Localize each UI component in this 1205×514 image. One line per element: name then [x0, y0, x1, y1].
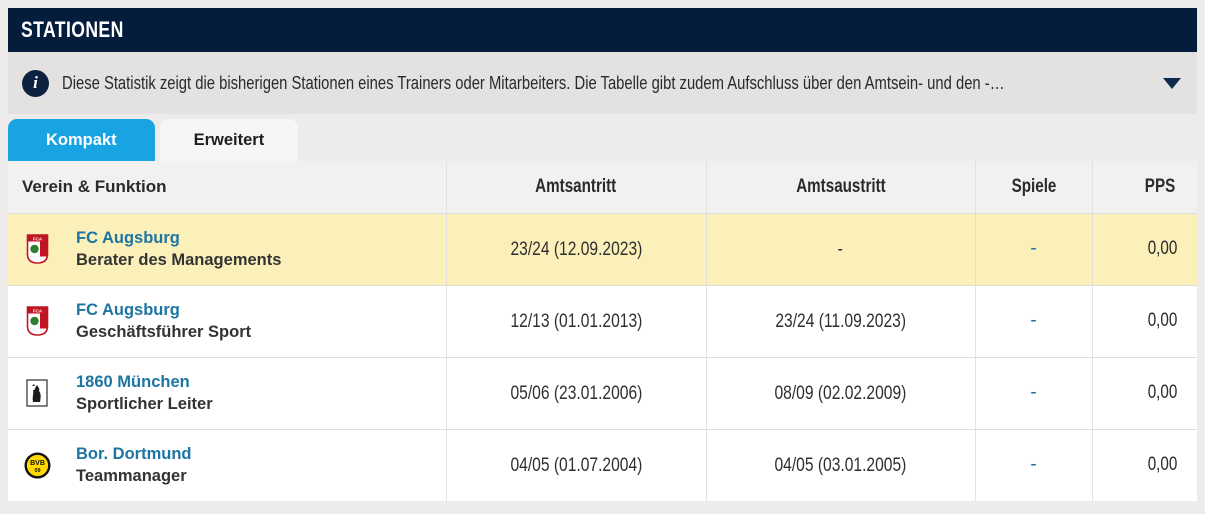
column-header-amtsaustritt: Amtsaustritt [706, 161, 976, 213]
info-icon: i [22, 69, 49, 97]
view-tabs: Kompakt Erweitert [8, 119, 1197, 161]
column-header-amtsantritt: Amtsantritt [446, 161, 707, 213]
role-label: Sportlicher Leiter [76, 394, 213, 413]
tab-erweitert[interactable]: Erweitert [159, 119, 299, 161]
amtsantritt-cell: 04/05 (01.07.2004) [446, 429, 707, 501]
table-row: BVB 09 Bor. Dortmund Teammanager 04/05 (… [8, 429, 1197, 501]
role-label: Teammanager [76, 466, 187, 485]
column-header-spiele: Spiele [975, 161, 1093, 213]
amtsantritt-cell: 23/24 (12.09.2023) [446, 213, 707, 285]
amtsaustritt-cell: 08/09 (02.02.2009) [706, 357, 976, 429]
chevron-down-icon[interactable] [1163, 77, 1181, 89]
fc-augsburg-crest-icon[interactable]: FCA [22, 306, 52, 336]
club-link[interactable]: Bor. Dortmund [76, 444, 192, 463]
svg-text:FCA: FCA [32, 309, 42, 314]
svg-text:BVB: BVB [30, 460, 45, 467]
role-label: Geschäftsführer Sport [76, 322, 252, 341]
stationen-panel: STATIONEN i Diese Statistik zeigt die bi… [8, 8, 1197, 501]
pps-cell: 0,00 [1092, 213, 1197, 285]
club-link[interactable]: FC Augsburg [76, 228, 180, 247]
page-title: STATIONEN [21, 17, 124, 42]
info-banner: i Diese Statistik zeigt die bisherigen S… [8, 52, 1197, 114]
amtsaustritt-cell: - [706, 213, 976, 285]
club-function-cell: FCA FC Augsburg Berater des Managements [8, 213, 447, 285]
bor-dortmund-crest-icon[interactable]: BVB 09 [22, 452, 52, 479]
fc-augsburg-crest-icon[interactable]: FCA [22, 234, 52, 264]
pps-cell: 0,00 [1147, 382, 1178, 403]
svg-text:09: 09 [34, 468, 40, 474]
pps-cell: 0,00 [1147, 310, 1178, 331]
club-function-cell: BVB 09 Bor. Dortmund Teammanager [8, 429, 447, 501]
club-function-cell: 1860 München Sportlicher Leiter [8, 357, 447, 429]
table-row: 1860 München Sportlicher Leiter 05/06 (2… [8, 357, 1197, 429]
stations-table: Verein & Funktion Amtsantritt Amtsaustri… [8, 161, 1197, 501]
amtsaustritt-cell: 23/24 (11.09.2023) [706, 285, 976, 357]
spiele-cell: - [975, 429, 1093, 501]
pps-cell: 0,00 [1147, 454, 1178, 476]
column-header-verein-funktion: Verein & Funktion [8, 161, 447, 213]
info-icon-glyph: i [33, 73, 38, 92]
spiele-cell: - [975, 357, 1093, 429]
svg-text:FCA: FCA [32, 237, 42, 242]
table-row: FCA FC Augsburg Geschäftsführer Sport 12… [8, 285, 1197, 357]
role-label: Berater des Managements [76, 250, 282, 269]
amtsaustritt-cell: 04/05 (03.01.2005) [706, 429, 976, 501]
panel-header: STATIONEN [8, 8, 1197, 52]
spiele-cell: - [975, 213, 1093, 285]
spiele-cell: - [975, 285, 1093, 357]
table-header-row: Verein & Funktion Amtsantritt Amtsaustri… [8, 161, 1197, 213]
club-function-cell: FCA FC Augsburg Geschäftsführer Sport [8, 285, 447, 357]
club-link[interactable]: 1860 München [76, 372, 190, 391]
table-row: FCA FC Augsburg Berater des Managements … [8, 213, 1197, 285]
1860-muenchen-crest-icon[interactable] [22, 379, 52, 407]
amtsantritt-cell: 05/06 (23.01.2006) [446, 357, 707, 429]
column-header-pps: PPS [1092, 161, 1197, 213]
club-link[interactable]: FC Augsburg [76, 300, 180, 319]
amtsantritt-cell: 12/13 (01.01.2013) [446, 285, 707, 357]
tab-kompakt[interactable]: Kompakt [8, 119, 155, 161]
info-banner-text: Diese Statistik zeigt die bisherigen Sta… [62, 72, 1005, 93]
